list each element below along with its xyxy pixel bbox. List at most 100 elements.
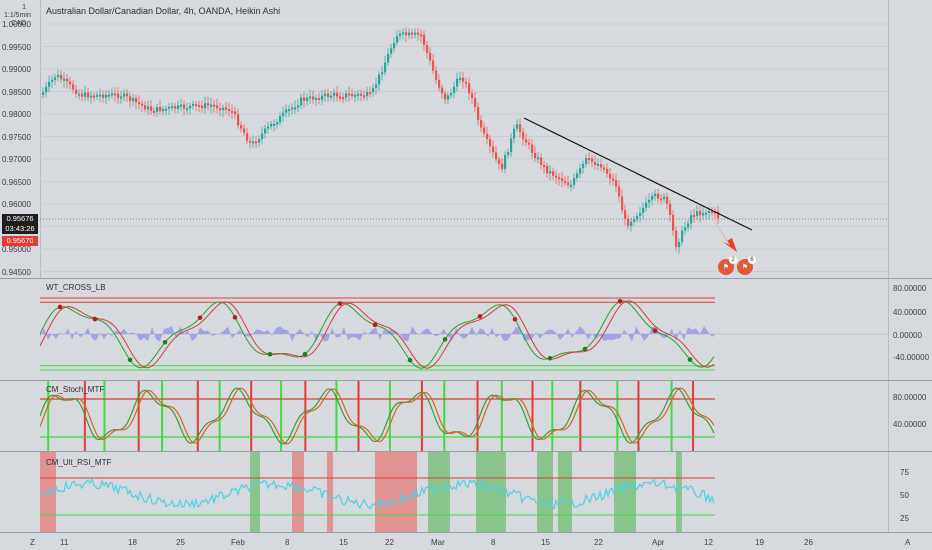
rsi-zone <box>375 452 417 532</box>
candle-body <box>663 196 666 200</box>
candle-body <box>414 32 417 35</box>
date-label: 22 <box>594 538 603 547</box>
candle-body <box>84 92 87 97</box>
candle-body <box>555 175 558 178</box>
cross-dot <box>162 339 168 345</box>
stoch-chart[interactable] <box>40 381 888 451</box>
cross-dot <box>337 301 343 306</box>
cross-dot <box>652 328 658 333</box>
pane-divider[interactable] <box>0 278 932 279</box>
candle-body <box>375 84 378 88</box>
candle-body <box>327 93 330 97</box>
left-price-axis <box>0 0 41 278</box>
candle-body <box>678 241 681 248</box>
candle-body <box>462 77 465 82</box>
price-chart[interactable] <box>40 0 888 278</box>
date-label: 25 <box>176 538 185 547</box>
candle-body <box>63 78 66 81</box>
candle-body <box>603 167 606 170</box>
candle-body <box>237 114 240 126</box>
rsi-zone <box>537 452 553 532</box>
candle-body <box>498 159 501 164</box>
candle-body <box>621 196 624 211</box>
right-axis-wt <box>888 279 932 380</box>
candle-body <box>477 107 480 121</box>
event-flag-icon[interactable]: ⚑ 6 <box>737 256 756 275</box>
cross-dot <box>407 357 413 363</box>
candle-body <box>135 98 138 103</box>
candle-body <box>615 180 618 187</box>
time-axis[interactable] <box>0 533 932 550</box>
candle-body <box>300 97 303 106</box>
candle-body <box>306 97 309 101</box>
candle-body <box>252 141 255 144</box>
forecast-arrow-icon <box>710 215 737 252</box>
candle-body <box>339 96 342 99</box>
wt-histogram-area <box>40 326 715 342</box>
wt-cross-chart[interactable] <box>40 279 888 380</box>
candle-body <box>492 146 495 153</box>
candle-body <box>633 219 636 222</box>
pane-divider[interactable] <box>0 380 932 381</box>
rsi-zone <box>327 452 333 532</box>
date-label: 11 <box>60 538 69 547</box>
candle-body <box>285 109 288 113</box>
candle-body <box>168 106 171 109</box>
price-tick-label: 0.97500 <box>2 132 31 142</box>
candle-body <box>204 103 207 109</box>
candle-body <box>192 103 195 106</box>
date-label: 8 <box>491 538 496 547</box>
candle-body <box>543 165 546 168</box>
candle-body <box>324 93 327 96</box>
candle-body <box>75 89 78 94</box>
candle-body <box>123 93 126 97</box>
candle-body <box>564 181 567 184</box>
rsi-tick-label: 50 <box>900 491 909 500</box>
wt-cross-pane[interactable]: WT_CROSS_LB <box>0 279 932 380</box>
candle-body <box>609 173 612 179</box>
candle-body <box>546 165 549 174</box>
main-price-pane[interactable]: 1 1:1/5min CAD Australian Dollar/Canadian… <box>0 0 932 278</box>
stoch-pane[interactable]: CM_Stoch_MTF <box>0 381 932 451</box>
candle-body <box>525 139 528 143</box>
candle-body <box>99 94 102 97</box>
candle-body <box>90 95 93 98</box>
cross-dot <box>302 351 308 357</box>
candle-body <box>417 32 420 35</box>
candle-body <box>51 79 54 82</box>
candle-body <box>216 105 219 109</box>
candle-body <box>519 124 522 133</box>
candle-body <box>432 60 435 71</box>
candle-body <box>276 122 279 125</box>
pane-divider[interactable] <box>0 532 932 533</box>
candle-body <box>504 155 507 170</box>
timezone-corner[interactable]: Z <box>30 538 35 547</box>
candle-body <box>684 227 687 231</box>
candle-body <box>552 171 555 176</box>
pane-divider[interactable] <box>0 451 932 452</box>
currency-unit-label: 1 1:1/5min CAD <box>4 4 31 27</box>
price-tick-label: 0.97000 <box>2 155 31 164</box>
price-tick-label: 0.98500 <box>2 87 31 97</box>
cross-dot <box>57 304 63 310</box>
candle-body <box>258 138 261 143</box>
rsi-pane[interactable]: CM_Ult_RSI_MTF <box>0 452 932 532</box>
candle-body <box>243 128 246 133</box>
candle-body <box>675 230 678 248</box>
event-flag-icon[interactable]: ⚑ 2 <box>718 256 737 275</box>
candle-body <box>78 93 81 96</box>
candle-body <box>561 178 564 182</box>
candle-body <box>240 125 243 129</box>
candle-body <box>165 108 168 111</box>
cross-dot <box>547 355 553 361</box>
candle-body <box>336 92 339 97</box>
date-label: 12 <box>704 538 713 547</box>
rsi-zone <box>250 452 260 532</box>
candle-body <box>483 127 486 134</box>
candle-body <box>471 93 474 98</box>
rsi-chart[interactable] <box>40 452 888 532</box>
candle-body <box>249 140 252 143</box>
candle-body <box>57 75 60 78</box>
candle-body <box>528 142 531 145</box>
auto-scale-toggle[interactable]: A <box>905 538 911 547</box>
